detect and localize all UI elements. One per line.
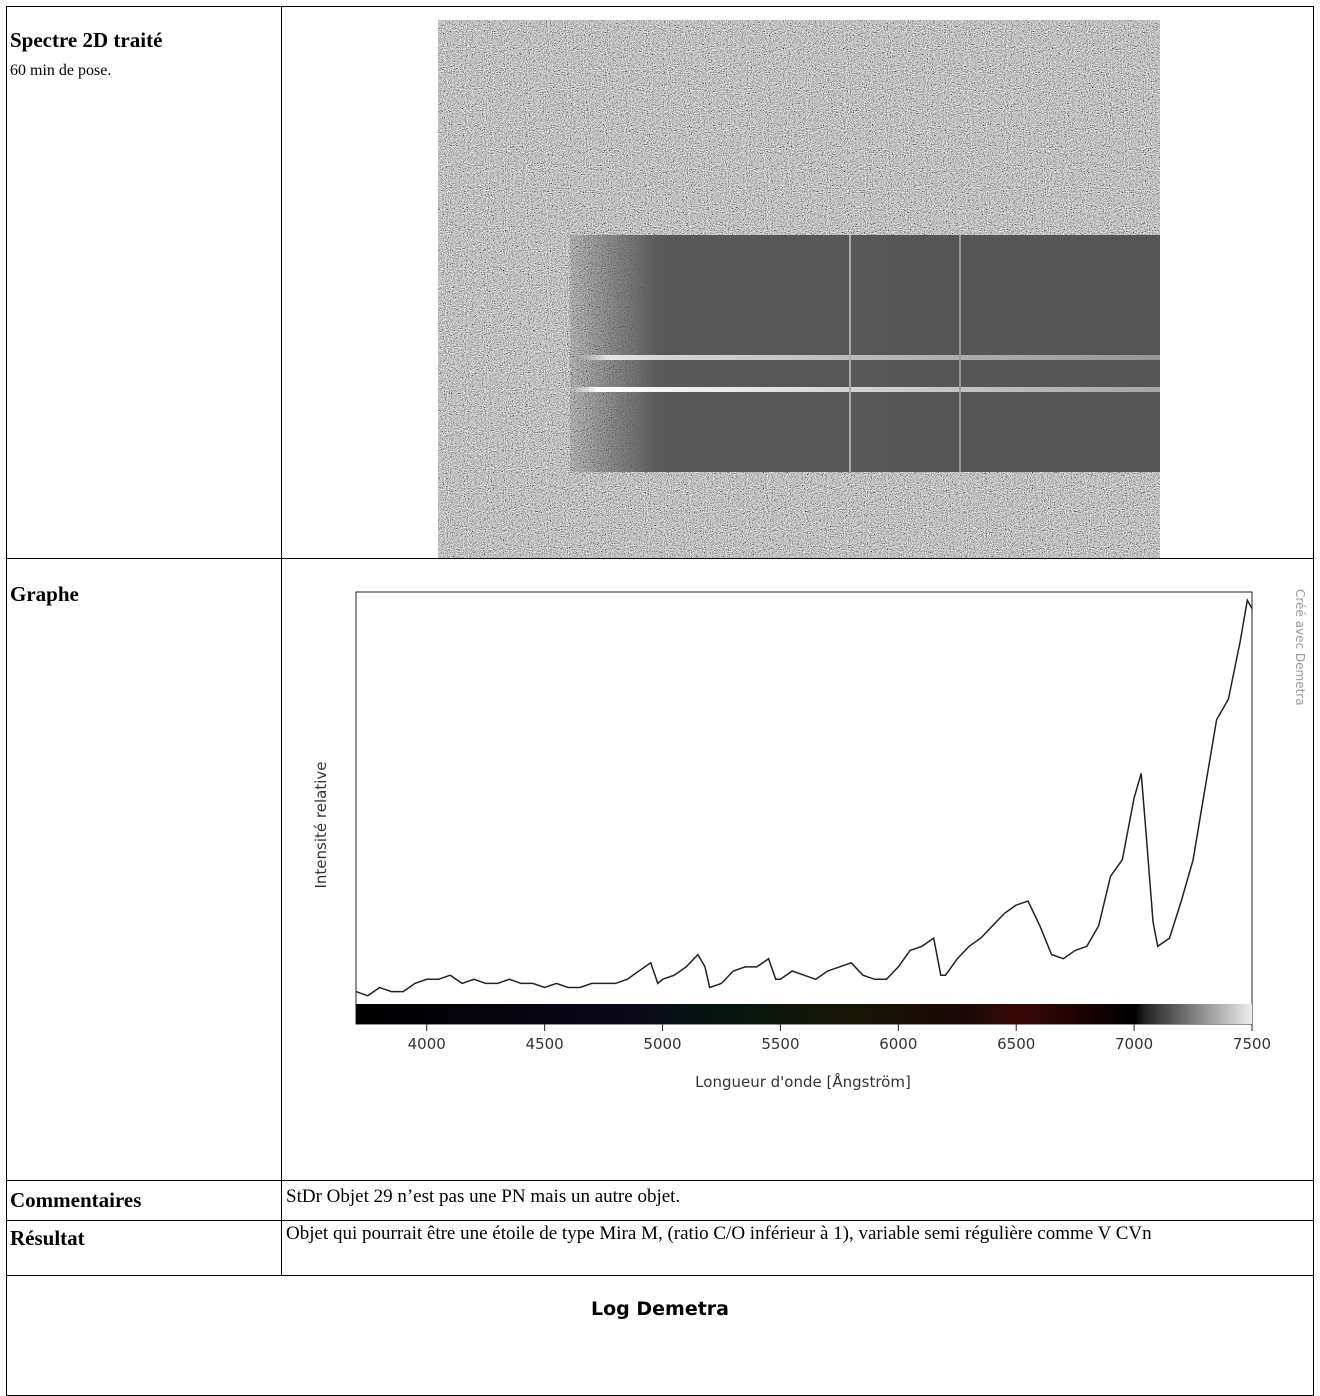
row-label: Résultat	[10, 1226, 85, 1250]
x-tick-label: 6500	[997, 1035, 1035, 1053]
row-divider	[6, 1220, 1314, 1221]
x-tick-label: 7000	[1115, 1035, 1153, 1053]
row-text: StDr Objet 29 n’est pas une PN mais un a…	[286, 1186, 681, 1207]
row-note: 60 min de pose.	[10, 62, 112, 79]
col-divider	[281, 6, 282, 1275]
x-tick-label: 4000	[408, 1035, 446, 1053]
row-text: Objet qui pourrait être une étoile de ty…	[286, 1223, 1152, 1244]
spectrum-bar	[356, 1004, 1252, 1024]
row-divider	[6, 1180, 1314, 1181]
spectrum-line	[355, 598, 1253, 997]
plot-frame	[355, 591, 1253, 1025]
row-label: Commentaires	[10, 1188, 142, 1212]
row-label: Spectre 2D traité	[10, 28, 163, 52]
spectrum-image	[438, 20, 1160, 558]
row-divider	[6, 1275, 1314, 1276]
x-tick-label: 6000	[879, 1035, 917, 1053]
row-divider	[6, 558, 1314, 559]
x-tick-label: 5500	[761, 1035, 799, 1053]
watermark: Créé avec Demetra	[1293, 589, 1307, 706]
row-label: Graphe	[10, 582, 79, 606]
footer-title: Log Demetra	[591, 1298, 729, 1320]
graph: Longueur d'onde [Ångström] Intensité rel…	[312, 589, 1307, 1091]
x-tick-label: 4500	[526, 1035, 564, 1053]
y-axis-label: Intensité relative	[312, 762, 330, 889]
x-tick-label: 7500	[1233, 1035, 1271, 1053]
x-tick-label: 5000	[643, 1035, 681, 1053]
x-axis-label: Longueur d'onde [Ångström]	[695, 1072, 911, 1091]
